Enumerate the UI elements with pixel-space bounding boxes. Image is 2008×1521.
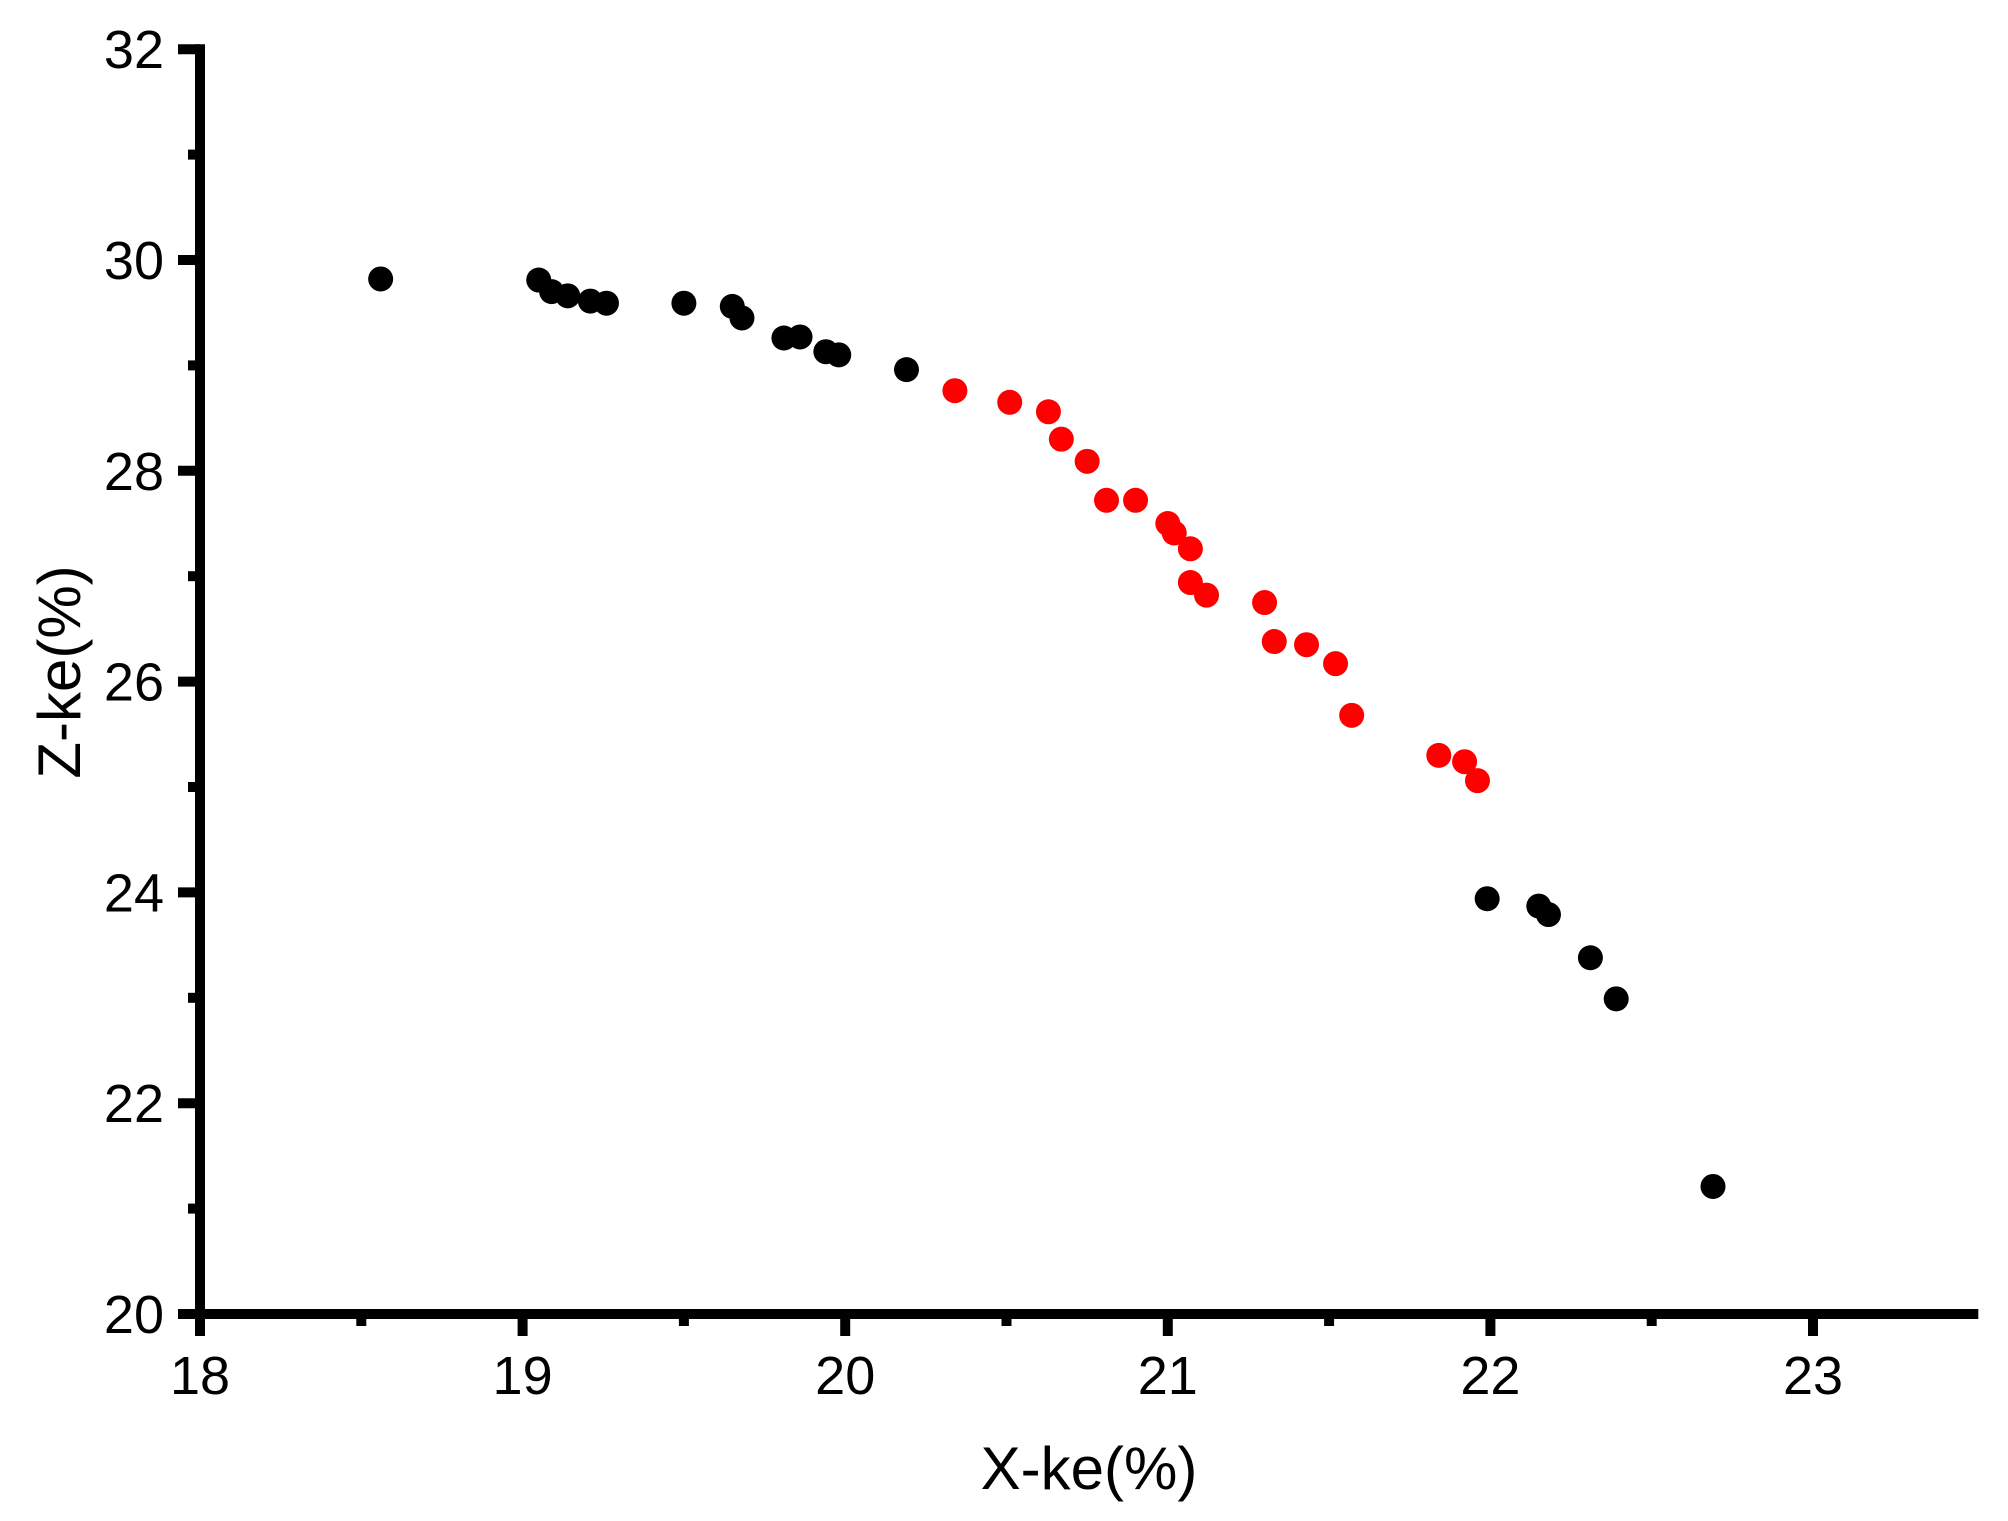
series-black-points-lower bbox=[1474, 886, 1726, 1199]
data-point bbox=[1074, 448, 1100, 474]
data-point bbox=[1426, 742, 1452, 768]
data-point bbox=[942, 378, 968, 404]
x-tick-label: 22 bbox=[1460, 1346, 1520, 1406]
y-tick-label: 24 bbox=[104, 863, 164, 923]
data-point bbox=[1474, 886, 1500, 912]
data-point bbox=[555, 283, 581, 309]
data-point bbox=[671, 290, 697, 316]
data-point bbox=[593, 290, 619, 316]
ticks-layer bbox=[178, 44, 1818, 1336]
data-point bbox=[1323, 651, 1349, 677]
data-point bbox=[787, 324, 813, 350]
data-point bbox=[1294, 632, 1320, 658]
data-point bbox=[729, 305, 755, 331]
data-point bbox=[1161, 520, 1187, 546]
series-black-points-upper bbox=[368, 266, 919, 383]
data-point bbox=[1700, 1173, 1726, 1199]
y-tick-label: 32 bbox=[104, 20, 164, 80]
data-point bbox=[1035, 399, 1061, 425]
data-point bbox=[1252, 590, 1278, 616]
series-red-points-middle bbox=[942, 378, 1490, 794]
data-point bbox=[1261, 629, 1287, 655]
y-tick-label: 28 bbox=[104, 442, 164, 502]
data-point bbox=[1464, 768, 1490, 794]
x-axis-title: X-ke(%) bbox=[981, 1435, 1198, 1502]
data-point bbox=[893, 357, 919, 383]
x-tick-label: 23 bbox=[1783, 1346, 1843, 1406]
data-point bbox=[1452, 749, 1478, 775]
points-layer bbox=[368, 266, 1726, 1199]
data-point bbox=[1339, 702, 1365, 728]
x-tick-label: 18 bbox=[170, 1346, 230, 1406]
data-point bbox=[1123, 487, 1149, 513]
data-point bbox=[368, 266, 394, 292]
data-point bbox=[1535, 902, 1561, 928]
data-point bbox=[1094, 487, 1120, 513]
y-tick-label: 20 bbox=[104, 1285, 164, 1345]
data-point bbox=[997, 389, 1023, 415]
data-point bbox=[1194, 582, 1220, 608]
data-point bbox=[826, 342, 852, 368]
data-point bbox=[1177, 536, 1203, 562]
data-point bbox=[1577, 945, 1603, 971]
x-tick-label: 20 bbox=[815, 1346, 875, 1406]
y-tick-label: 26 bbox=[104, 653, 164, 713]
x-tick-label: 21 bbox=[1138, 1346, 1198, 1406]
x-tick-label: 19 bbox=[493, 1346, 553, 1406]
y-axis-title: Z-ke(%) bbox=[26, 565, 93, 778]
data-point bbox=[1603, 986, 1629, 1012]
tick-labels-layer: 18 19 20 21 22 23 20 22 24 26 28 30 32 bbox=[104, 20, 1843, 1406]
y-tick-label: 22 bbox=[104, 1074, 164, 1134]
axes-layer bbox=[195, 44, 1979, 1319]
y-tick-label: 30 bbox=[104, 231, 164, 291]
data-point bbox=[1048, 426, 1074, 452]
